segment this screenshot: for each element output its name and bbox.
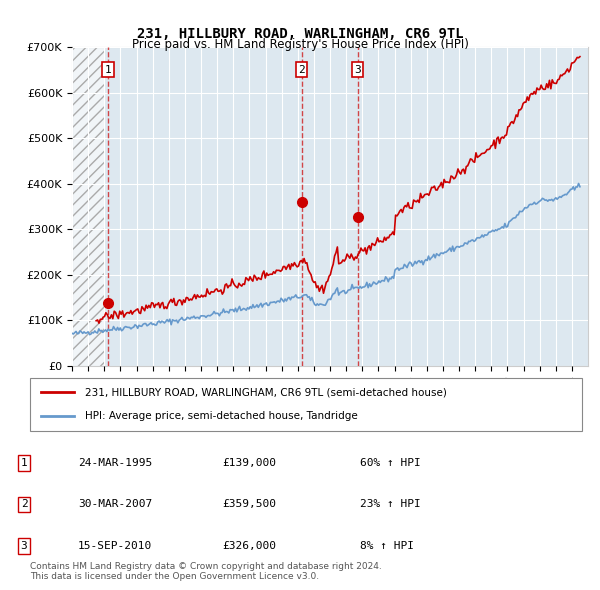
- Text: 1: 1: [104, 64, 112, 74]
- Bar: [72, 47, 104, 366]
- Text: 60% ↑ HPI: 60% ↑ HPI: [360, 458, 421, 468]
- Text: 3: 3: [354, 64, 361, 74]
- FancyBboxPatch shape: [30, 378, 582, 431]
- Text: 24-MAR-1995: 24-MAR-1995: [78, 458, 152, 468]
- Text: 2: 2: [20, 500, 28, 509]
- Text: 3: 3: [20, 541, 28, 550]
- Text: £326,000: £326,000: [222, 541, 276, 550]
- Text: £359,500: £359,500: [222, 500, 276, 509]
- Bar: [72, 47, 104, 366]
- Text: 2: 2: [298, 64, 305, 74]
- Text: Contains HM Land Registry data © Crown copyright and database right 2024.
This d: Contains HM Land Registry data © Crown c…: [30, 562, 382, 581]
- Text: 30-MAR-2007: 30-MAR-2007: [78, 500, 152, 509]
- Text: £139,000: £139,000: [222, 458, 276, 468]
- Text: 15-SEP-2010: 15-SEP-2010: [78, 541, 152, 550]
- Text: Price paid vs. HM Land Registry's House Price Index (HPI): Price paid vs. HM Land Registry's House …: [131, 38, 469, 51]
- Text: 1: 1: [20, 458, 28, 468]
- Text: 8% ↑ HPI: 8% ↑ HPI: [360, 541, 414, 550]
- Text: 23% ↑ HPI: 23% ↑ HPI: [360, 500, 421, 509]
- Text: HPI: Average price, semi-detached house, Tandridge: HPI: Average price, semi-detached house,…: [85, 411, 358, 421]
- Text: 231, HILLBURY ROAD, WARLINGHAM, CR6 9TL: 231, HILLBURY ROAD, WARLINGHAM, CR6 9TL: [137, 27, 463, 41]
- Text: 231, HILLBURY ROAD, WARLINGHAM, CR6 9TL (semi-detached house): 231, HILLBURY ROAD, WARLINGHAM, CR6 9TL …: [85, 388, 447, 398]
